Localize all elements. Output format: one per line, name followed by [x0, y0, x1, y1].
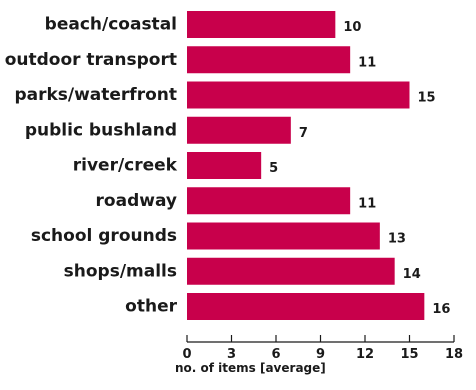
x-tick-label-12: 12	[356, 347, 374, 362]
bar-beach-coastal	[187, 11, 335, 38]
category-label-outdoor-transport: outdoor transport	[5, 50, 177, 70]
bar-public-bushland	[187, 117, 291, 144]
x-axis-title: no. of items [average]	[175, 361, 326, 375]
category-label-beach-coastal: beach/coastal	[45, 15, 177, 35]
bars-group	[187, 11, 424, 320]
x-tick-label-3: 3	[227, 347, 236, 362]
category-label-shops-malls: shops/malls	[64, 261, 177, 281]
value-label-parks-waterfront: 15	[418, 91, 436, 106]
bar-outdoor-transport	[187, 46, 350, 73]
x-tick-label-6: 6	[271, 347, 280, 362]
category-label-public-bushland: public bushland	[25, 120, 177, 140]
x-tick-label-0: 0	[182, 347, 191, 362]
category-label-roadway: roadway	[96, 191, 177, 211]
value-label-school-grounds: 13	[388, 232, 406, 247]
bar-river-creek	[187, 152, 261, 179]
category-label-other: other	[125, 297, 177, 317]
value-label-roadway: 11	[358, 196, 376, 211]
category-labels-group: beach/coastal outdoor transport parks/wate…	[5, 15, 178, 317]
value-label-shops-malls: 14	[403, 267, 421, 282]
bar-other	[187, 293, 424, 320]
x-tick-label-18: 18	[445, 347, 463, 362]
category-label-school-grounds: school grounds	[31, 226, 177, 246]
value-label-outdoor-transport: 11	[358, 55, 376, 70]
value-label-other: 16	[432, 302, 450, 317]
bar-school-grounds	[187, 223, 380, 250]
x-tick-label-9: 9	[316, 347, 325, 362]
value-label-river-creek: 5	[269, 161, 278, 176]
x-axis: 0 3 6 9 12 15 18	[182, 335, 463, 362]
value-label-beach-coastal: 10	[343, 20, 361, 35]
bar-roadway	[187, 187, 350, 214]
x-tick-label-15: 15	[400, 347, 418, 362]
bar-shops-malls	[187, 258, 395, 285]
value-label-public-bushland: 7	[299, 126, 308, 141]
bar-parks-waterfront	[187, 82, 410, 109]
category-label-parks-waterfront: parks/waterfront	[14, 85, 177, 105]
category-label-river-creek: river/creek	[73, 156, 178, 176]
